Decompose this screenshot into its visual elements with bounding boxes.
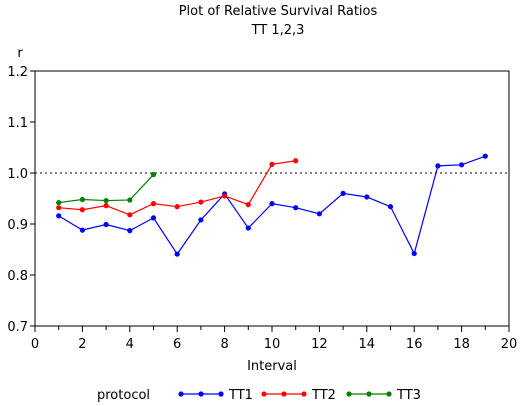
data-point [435, 163, 441, 169]
legend-item-tt2: TT2 [261, 388, 336, 403]
legend-marker [386, 391, 392, 397]
x-tick-label: 4 [126, 337, 134, 352]
y-axis: 0.7 0.8 0.9 1.0 1.1 1.2 [7, 65, 35, 335]
x-tick-label: 8 [220, 337, 228, 352]
data-point [174, 204, 180, 210]
legend-marker [261, 391, 267, 397]
data-point [459, 162, 465, 168]
x-tick-label: 12 [311, 337, 328, 352]
data-point [103, 203, 109, 209]
x-tick-label: 6 [173, 337, 181, 352]
data-point [198, 217, 204, 223]
x-tick-label: 16 [406, 337, 423, 352]
y-tick-label: 0.8 [7, 269, 28, 284]
chart-title: Plot of Relative Survival Ratios [179, 4, 378, 19]
legend-title: protocol [97, 388, 150, 403]
data-point [222, 193, 228, 199]
data-point [79, 207, 85, 213]
x-tick-label: 20 [501, 337, 518, 352]
data-point [150, 201, 157, 207]
y-tick-label: 1.0 [7, 167, 28, 182]
data-point [56, 213, 62, 219]
data-point [103, 197, 109, 204]
y-tick-label: 0.9 [7, 218, 28, 233]
data-point [364, 194, 370, 200]
x-tick-label: 10 [264, 337, 281, 352]
data-point [482, 153, 488, 159]
data-point [316, 211, 322, 217]
data-point [79, 227, 85, 233]
legend-item-tt3: TT3 [346, 388, 421, 403]
x-tick-label: 2 [78, 337, 86, 352]
data-point [150, 171, 157, 178]
data-point [245, 225, 251, 231]
legend-marker [346, 391, 352, 397]
y-tick-label: 1.1 [7, 116, 28, 131]
y-tick-label: 0.7 [7, 320, 28, 335]
data-point [340, 190, 346, 196]
series-tt2 [56, 158, 299, 218]
series-layer [56, 153, 488, 257]
legend-marker [281, 391, 287, 397]
legend: protocol TT1 TT2 TT3 [97, 388, 421, 403]
data-point [293, 158, 299, 164]
data-point [56, 199, 62, 206]
data-point [293, 205, 299, 211]
x-axis: 0 2 4 6 8 10 12 14 16 18 20 [31, 326, 517, 352]
data-point [198, 199, 204, 205]
data-point [269, 161, 275, 167]
legend-label: TT2 [311, 388, 336, 403]
data-point [79, 196, 85, 203]
data-point [387, 204, 394, 210]
data-point [127, 212, 133, 218]
legend-label: TT3 [396, 388, 421, 403]
data-point [269, 201, 275, 207]
y-axis-label: r [17, 46, 23, 61]
legend-marker [178, 391, 184, 397]
data-point [127, 228, 133, 234]
legend-marker [366, 391, 372, 397]
legend-marker [198, 391, 204, 397]
data-point [103, 221, 109, 228]
series-tt1 [56, 153, 488, 257]
data-point [127, 197, 133, 203]
data-point [245, 202, 251, 208]
x-axis-label: Interval [247, 359, 297, 374]
chart-subtitle: TT 1,2,3 [251, 23, 305, 38]
data-point [411, 250, 417, 257]
legend-marker [301, 391, 307, 397]
y-tick-label: 1.2 [7, 65, 28, 80]
x-tick-label: 14 [359, 337, 376, 352]
legend-marker [218, 391, 224, 397]
data-point [56, 205, 62, 211]
legend-label: TT1 [228, 388, 253, 403]
x-tick-label: 18 [453, 337, 470, 352]
legend-item-tt1: TT1 [178, 388, 253, 403]
data-point [150, 215, 157, 221]
series-tt3 [56, 171, 157, 206]
x-tick-label: 0 [31, 337, 39, 352]
data-point [174, 251, 180, 257]
